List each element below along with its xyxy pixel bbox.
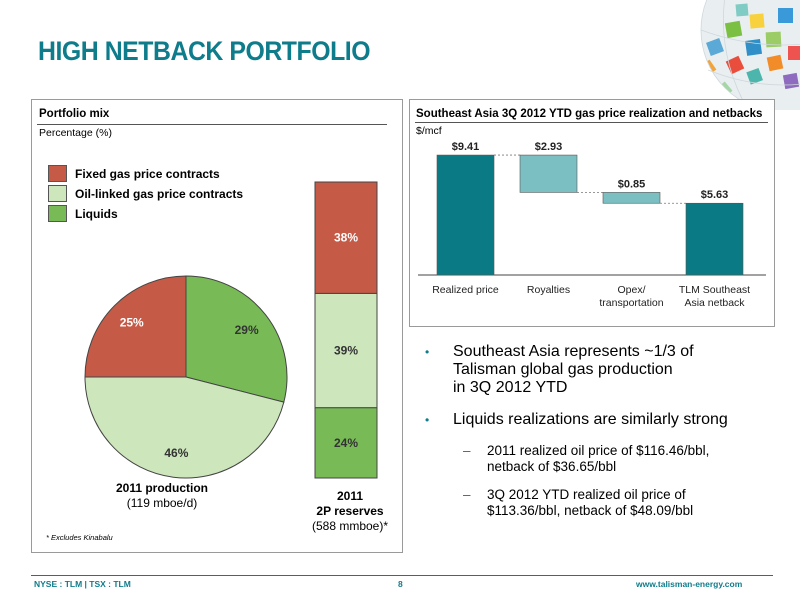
bullet-item: • Liquids realizations are similarly stro… [423, 411, 773, 429]
stack-label: 38% [334, 231, 358, 245]
legend-label: Fixed gas price contracts [75, 166, 220, 181]
bar-royalties [519, 154, 578, 193]
stack-label: 24% [334, 436, 358, 450]
production-caption-value: (119 mboe/d) [126, 496, 198, 510]
reserves-caption-title: 2P reserves [316, 504, 384, 518]
reserves-stacked-bar-chart: 24% 39% 38% [314, 181, 378, 479]
pie-slice-oil-linked [84, 376, 285, 479]
bar-value-label: $2.93 [535, 141, 563, 153]
pie-slice-fixed-gas [84, 275, 187, 378]
stack-label: 39% [334, 344, 358, 358]
reserves-caption-value: (588 mmboe)* [311, 519, 389, 533]
footer-url[interactable]: www.talisman-energy.com [636, 579, 743, 589]
legend-liquids: Liquids [48, 205, 118, 222]
legend-label: Liquids [75, 206, 118, 221]
reserves-caption-year: 2011 [336, 489, 364, 503]
footnote: * Excludes Kinabalu [46, 533, 113, 542]
footer-ticker: NYSE : TLM | TSX : TLM [34, 579, 131, 589]
legend-label: Oil-linked gas price contracts [75, 186, 244, 201]
dash-icon: – [463, 487, 471, 502]
netback-chart-title: Southeast Asia 3Q 2012 YTD gas price rea… [416, 108, 763, 120]
sub-bullet-item: – 3Q 2012 YTD realized oil price of $113.3… [423, 487, 773, 519]
bar-value-label: $5.63 [701, 189, 729, 201]
sub-bullet-text-line: 3Q 2012 YTD realized oil price of [487, 487, 686, 502]
bullet-text-line: Talisman global gas production [453, 361, 673, 378]
bar-realized-price [436, 154, 495, 276]
panel-rule [415, 122, 768, 123]
category-label: Royalties [527, 284, 570, 296]
bullet-icon: • [425, 345, 430, 359]
netback-chart-ylabel: $/mcf [416, 125, 442, 137]
sub-bullet-text-line: $113.36/bbl, netback of $48.09/bbl [487, 503, 694, 518]
category-label: transportation [599, 297, 663, 309]
stack-segment-liquids [314, 407, 378, 479]
page-title: HIGH NETBACK PORTFOLIO [38, 36, 371, 66]
bullet-text-line: Liquids realizations are similarly stron… [453, 411, 728, 428]
bullet-list: • Southeast Asia represents ~1/3 of Talism… [423, 343, 773, 531]
pie-label-oil-linked: 46% [164, 446, 188, 460]
bullet-item: • Southeast Asia represents ~1/3 of Talism… [423, 343, 773, 397]
category-label: TLM Southeast [679, 284, 750, 296]
bullet-icon: • [425, 413, 430, 427]
netback-waterfall-chart: $9.41 Realized price $2.93 Royalties $0.85 Op… [418, 141, 766, 309]
sub-bullet-text-line: netback of $36.65/bbl [487, 459, 617, 474]
category-label: Realized price [432, 284, 499, 296]
bar-opex [602, 192, 661, 204]
bullet-text-line: Southeast Asia represents ~1/3 of [453, 343, 694, 360]
legend-swatch-oil-linked [48, 185, 67, 202]
bar-netback [685, 202, 744, 276]
dash-icon: – [463, 443, 471, 458]
netback-panel: Southeast Asia 3Q 2012 YTD gas price rea… [409, 99, 775, 327]
panel-rule [37, 124, 387, 125]
category-label: Asia netback [684, 297, 745, 309]
reserves-caption: 2011 2P reserves (588 mmboe)* [300, 489, 400, 534]
page-number: 8 [398, 579, 403, 589]
pie-slice-liquids [185, 275, 288, 403]
bullet-text-line: in 3Q 2012 YTD [453, 379, 568, 396]
portfolio-mix-title: Portfolio mix [39, 108, 110, 120]
sub-bullet-text-line: 2011 realized oil price of $116.46/bbl, [487, 443, 710, 458]
pie-label-liquids: 29% [235, 323, 259, 337]
production-caption-title: 2011 production [115, 481, 209, 495]
stack-segment-oil-linked [314, 292, 378, 409]
production-caption: 2011 production (119 mboe/d) [82, 481, 242, 511]
stack-segment-fixed-gas [314, 181, 378, 294]
category-label: Opex/ [617, 284, 645, 296]
legend-fixed-gas: Fixed gas price contracts [48, 165, 220, 182]
bar-value-label: $0.85 [618, 178, 646, 190]
legend-swatch-fixed-gas [48, 165, 67, 182]
sub-bullet-item: – 2011 realized oil price of $116.46/bbl,… [423, 443, 773, 475]
legend-swatch-liquids [48, 205, 67, 222]
pie-label-fixed-gas: 25% [120, 316, 144, 330]
portfolio-mix-subtitle: Percentage (%) [39, 127, 112, 139]
globe-image [700, 0, 800, 110]
legend-oil-linked: Oil-linked gas price contracts [48, 185, 243, 202]
footer-rule [31, 575, 773, 576]
bar-value-label: $9.41 [452, 141, 480, 153]
portfolio-mix-panel: Portfolio mix Percentage (%) Fixed gas p… [31, 99, 403, 553]
production-pie-chart: 29% 46% 25% [84, 275, 288, 479]
